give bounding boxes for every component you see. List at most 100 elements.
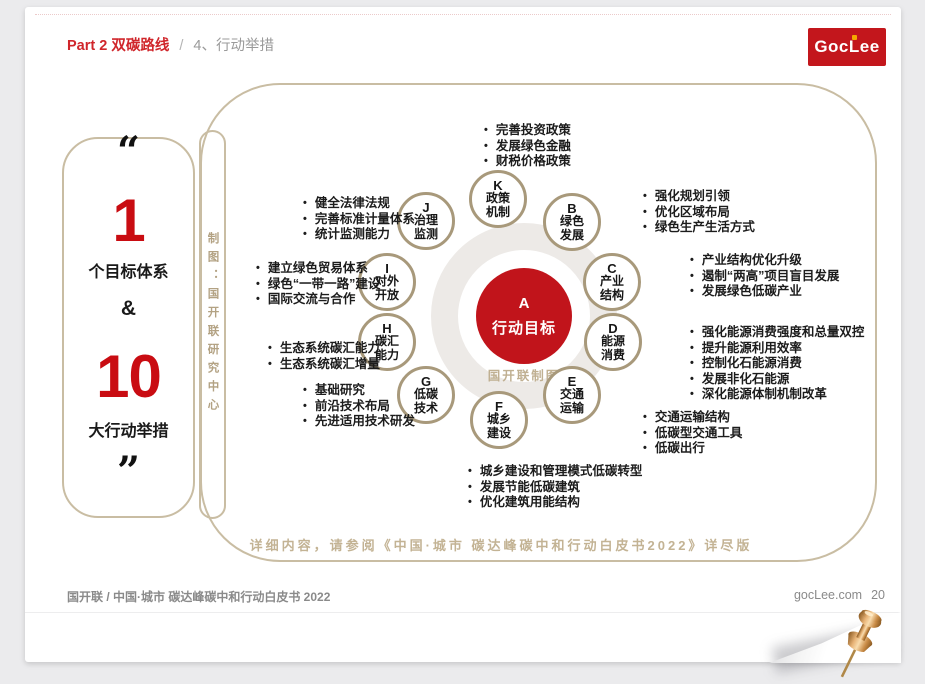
breadcrumb: Part 2 双碳路线 / 4、行动举措: [67, 34, 274, 55]
node-letter: J: [422, 199, 430, 215]
bullet-item: 统计监测能力: [303, 227, 415, 243]
bullet-item: 产业结构优化升级: [690, 253, 839, 269]
list-green-development: 强化规划引领优化区域布局绿色生产生活方式: [643, 189, 755, 236]
action-caption: 大行动举措: [88, 423, 169, 440]
footer-site: gocLee.com: [793, 588, 863, 602]
node-letter: I: [385, 260, 389, 276]
node-label-line2: 监测: [413, 226, 438, 241]
diagram-node-f: F 城乡 建设: [470, 391, 528, 449]
breadcrumb-section: 4、行动举措: [193, 38, 274, 54]
footer-title: 国开联 / 中国·城市 碳达峰碳中和行动白皮书 2022: [67, 590, 331, 604]
pushpin-icon: [840, 609, 882, 678]
action-count: 10: [96, 343, 162, 410]
breadcrumb-part: Part 2 双碳路线: [67, 38, 170, 54]
bullet-item: 遏制“两高”项目盲目发展: [690, 269, 840, 285]
bullet-item: 发展绿色金融: [484, 139, 571, 155]
logo-text-pre: Goc: [814, 37, 849, 56]
node-letter: C: [607, 260, 617, 276]
diagram-panel: [200, 83, 877, 562]
bullet-item: 强化规划引领: [643, 189, 755, 205]
bullet-item: 提升能源利用效率: [690, 341, 864, 357]
bullet-item: 强化能源消费强度和总量双控: [690, 325, 865, 341]
node-letter: H: [382, 320, 392, 336]
bullet-item: 基础研究: [303, 383, 415, 399]
node-label-line2: 建设: [486, 425, 511, 440]
node-letter: B: [567, 200, 577, 216]
node-label-line1: 政策: [485, 191, 510, 206]
logo-text-post: ee: [859, 37, 880, 56]
footer-page-number: 20: [871, 588, 885, 602]
node-label-line1: 对外: [374, 274, 399, 289]
list-opening-up: 建立绿色贸易体系绿色“一带一路”建设国际交流与合作: [256, 261, 381, 308]
diagram-node-g: G 低碳 技术: [397, 366, 455, 424]
bullet-item: 控制化石能源消费: [690, 356, 864, 372]
open-quote-icon: “: [116, 128, 140, 175]
node-label-line2: 能力: [374, 347, 399, 362]
list-transportation: 交通运输结构低碳型交通工具低碳出行: [643, 410, 743, 457]
diagram-node-c: C 产业 结构: [583, 253, 641, 311]
list-lowcarbon-tech: 基础研究前沿技术布局先进适用技术研发: [303, 383, 415, 430]
node-label-line1: 产业: [599, 274, 624, 289]
bullet-item: 完善投资政策: [484, 123, 571, 139]
logo-yellow-dot-icon: [852, 35, 858, 40]
list-energy-consumption: 强化能源消费强度和总量双控提升能源利用效率控制化石能源消费发展非化石能源深化能源…: [690, 325, 865, 403]
slide-page: Part 2 双碳路线 / 4、行动举措 GocLee “ 1 个目标体系 & …: [25, 7, 901, 678]
bullet-item: 交通运输结构: [643, 410, 742, 426]
bullet-item: 生态系统碳汇增量: [268, 357, 380, 373]
diagram-credit: 国开联制图: [487, 369, 561, 383]
node-label-line1: 能源: [600, 334, 625, 349]
node-label-line1: 碳汇: [374, 334, 399, 349]
bullet-item: 发展节能低碳建筑: [468, 480, 642, 496]
node-label-line1: 绿色: [559, 214, 584, 229]
bullet-item: 发展绿色低碳产业: [690, 284, 839, 300]
node-label-line2: 运输: [559, 400, 584, 415]
bullet-item: 绿色生产生活方式: [643, 220, 755, 236]
node-label-line2: 消费: [600, 347, 625, 362]
list-governance-monitoring: 健全法律法规完善标准计量体系统计监测能力: [303, 196, 415, 243]
ampersand: &: [120, 297, 137, 320]
close-quote-icon: ”: [116, 448, 140, 495]
node-label-line2: 结构: [599, 287, 624, 302]
node-label-line1: 治理: [413, 213, 438, 228]
logo-text-l: L: [848, 37, 860, 56]
goal-count: 1: [112, 187, 145, 254]
center-letter: A: [518, 294, 530, 312]
bullet-item: 财税价格政策: [484, 154, 571, 170]
goclee-logo: GocLee: [808, 28, 886, 66]
footer-meta: gocLee.com 20: [794, 588, 885, 602]
bullet-item: 发展非化石能源: [690, 372, 864, 388]
bullet-item: 完善标准计量体系: [303, 212, 415, 228]
node-letter: D: [608, 320, 618, 336]
node-label-line2: 开放: [374, 287, 399, 302]
bullet-item: 低碳出行: [643, 441, 742, 457]
bullet-item: 生态系统碳汇能力: [268, 341, 380, 357]
node-label-line2: 发展: [559, 227, 584, 242]
goclee-logo-text: GocLee: [814, 37, 879, 57]
list-policy-mechanism: 完善投资政策发展绿色金融财税价格政策: [484, 123, 571, 170]
center-label: 行动目标: [491, 319, 556, 337]
node-letter: E: [567, 373, 577, 389]
bullet-item: 优化区域布局: [643, 205, 755, 221]
bullet-item: 低碳型交通工具: [643, 426, 743, 442]
bullet-item: 健全法律法规: [303, 196, 415, 212]
bullet-item: 建立绿色贸易体系: [256, 261, 380, 277]
bullet-item: 国际交流与合作: [256, 292, 380, 308]
node-label-line2: 技术: [413, 400, 438, 415]
diagram-node-d: D 能源 消费: [584, 313, 642, 371]
list-urban-construction: 城乡建设和管理模式低碳转型发展节能低碳建筑优化建筑用能结构: [468, 464, 643, 511]
node-letter: K: [493, 177, 503, 193]
bullet-item: 前沿技术布局: [303, 399, 415, 415]
list-industry-structure: 产业结构优化升级遏制“两高”项目盲目发展发展绿色低碳产业: [690, 253, 840, 300]
diagram-node-e: E 交通 运输: [543, 366, 601, 424]
node-letter: F: [495, 398, 503, 414]
diagram-center-circle: A 行动目标: [476, 268, 572, 364]
bullet-item: 深化能源体制机制改革: [690, 387, 864, 403]
bullet-item: 绿色“一带一路”建设: [256, 277, 381, 293]
goal-caption: 个目标体系: [88, 264, 169, 281]
breadcrumb-separator: /: [179, 38, 184, 54]
vertical-credit-note: 制图：国开联研究中心: [206, 232, 219, 417]
list-carbon-sink: 生态系统碳汇能力生态系统碳汇增量: [268, 341, 380, 372]
node-label-line1: 低碳: [413, 387, 438, 402]
diagram-node-k: K 政策 机制: [469, 170, 527, 228]
